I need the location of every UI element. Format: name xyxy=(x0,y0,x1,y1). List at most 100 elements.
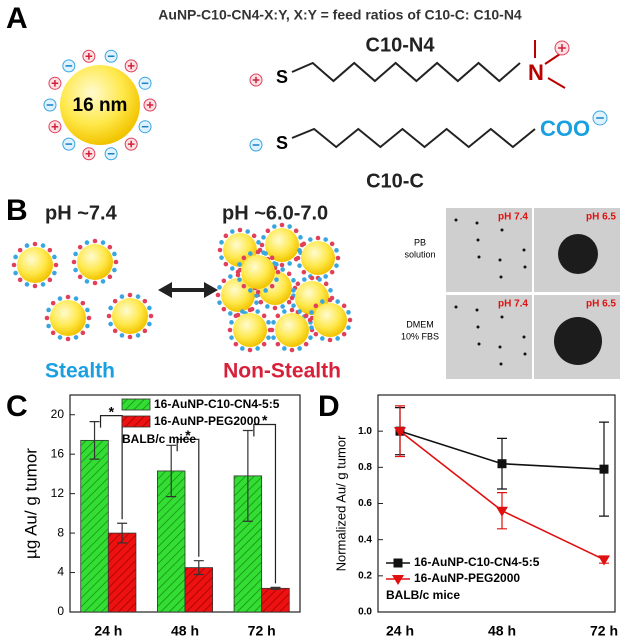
charge-dot xyxy=(223,261,229,267)
charge-dot xyxy=(303,341,309,347)
charge-dot xyxy=(241,255,247,261)
charge-dot xyxy=(274,262,279,267)
charge-dot xyxy=(142,328,148,334)
ligand-name: C10-N4 xyxy=(366,34,436,56)
ligand-anchor: S xyxy=(276,133,288,153)
charge-dot xyxy=(100,240,106,245)
charge-dot xyxy=(289,307,295,313)
charge-dot xyxy=(328,288,333,293)
charge-dot xyxy=(57,335,63,340)
charge-dot xyxy=(323,237,328,242)
particle-dot xyxy=(477,255,481,259)
charge-dot xyxy=(53,262,59,268)
significance-bracket xyxy=(176,438,200,557)
nanoparticle xyxy=(275,313,309,347)
marker xyxy=(496,506,508,517)
charge-dot xyxy=(147,305,152,311)
charge-dot xyxy=(80,330,86,336)
charge-dot xyxy=(112,267,117,273)
charge-dot xyxy=(52,270,57,276)
charge-dot xyxy=(135,333,141,338)
error-bar xyxy=(242,429,253,522)
charge-dot xyxy=(233,341,239,347)
charge-dot xyxy=(219,255,224,260)
charge-dot xyxy=(73,251,78,257)
charge-dot xyxy=(46,307,51,313)
chain xyxy=(291,127,536,149)
particle-dot xyxy=(476,238,480,242)
charge-dot xyxy=(323,281,329,287)
annotation: BALB/c mice xyxy=(122,432,196,446)
charge-dot xyxy=(282,309,287,314)
charge-dot xyxy=(52,254,57,260)
aggregate xyxy=(558,234,598,274)
panel-label: A xyxy=(6,2,28,35)
charge-dot xyxy=(291,303,296,308)
charge-sign xyxy=(85,150,93,158)
charge-dot xyxy=(112,298,118,304)
y-axis-label: µg Au/ g tumor xyxy=(21,448,40,559)
charge-dot xyxy=(335,255,341,261)
charge-dot xyxy=(17,277,23,283)
charge-dot xyxy=(47,277,53,283)
charge-dot xyxy=(230,266,235,271)
particle-dot xyxy=(476,325,480,329)
charge-dot xyxy=(219,240,224,245)
charge-dot xyxy=(255,249,261,255)
y-tick-label: 16 xyxy=(51,446,65,460)
charge-dot xyxy=(309,310,314,315)
charge-dot xyxy=(254,293,259,298)
marker xyxy=(599,464,609,474)
charge-dot xyxy=(346,310,351,315)
charge-sign xyxy=(252,76,260,84)
panel-ph: pH 6.5 xyxy=(586,299,616,310)
significance-label: * xyxy=(109,403,115,419)
nanoparticle xyxy=(60,65,140,145)
charge-dot xyxy=(135,294,141,299)
y-tick-label: 0.2 xyxy=(358,570,372,581)
charge-dot xyxy=(255,289,261,295)
charge-dot xyxy=(297,309,302,314)
legend-swatch xyxy=(121,398,151,411)
panel-title: AuNP-C10-CN4-X:Y, X:Y = feed ratios of C… xyxy=(158,7,522,23)
charge-dot xyxy=(77,244,83,250)
charge-dot xyxy=(295,255,301,261)
charge-dot xyxy=(119,333,125,338)
charge-dot xyxy=(127,334,133,340)
legend-label: 16-AuNP-PEG2000 xyxy=(414,571,520,585)
charge-dot xyxy=(57,296,63,301)
charge-dot xyxy=(307,317,313,323)
charge-dot xyxy=(275,269,281,275)
panel-label: D xyxy=(318,390,340,423)
charge-dot xyxy=(315,235,321,241)
charge-dot xyxy=(259,242,265,248)
significance-bracket xyxy=(253,423,277,584)
charge-dot xyxy=(108,305,113,311)
y-tick-label: 0 xyxy=(57,604,64,618)
charge-dot xyxy=(323,274,328,279)
x-tick-label: 72 h xyxy=(248,623,276,639)
bar xyxy=(261,587,290,613)
charge-dot xyxy=(309,325,314,330)
charge-dot xyxy=(279,222,285,228)
charge-dot xyxy=(274,277,279,282)
methyl xyxy=(547,77,566,89)
particle-dot xyxy=(500,315,504,319)
aggregate xyxy=(554,317,602,365)
significance-label: * xyxy=(185,427,191,443)
charge-dot xyxy=(229,335,234,340)
charge-dot xyxy=(266,335,271,340)
charge-dot xyxy=(282,346,287,351)
marker xyxy=(497,459,507,469)
legend-label: 16-AuNP-C10-CN4-5:5 xyxy=(414,555,540,569)
charge-dot xyxy=(254,300,259,305)
charge-dot xyxy=(237,227,243,233)
particle-size: 16 nm xyxy=(73,95,128,116)
charge-dot xyxy=(313,331,319,337)
panel-ph: pH 7.4 xyxy=(498,212,528,223)
charge-dot xyxy=(346,325,351,330)
charge-dot xyxy=(298,235,303,240)
charge-dot xyxy=(269,283,275,289)
panel-ph: pH 6.5 xyxy=(586,212,616,223)
charge-dot xyxy=(237,277,242,282)
